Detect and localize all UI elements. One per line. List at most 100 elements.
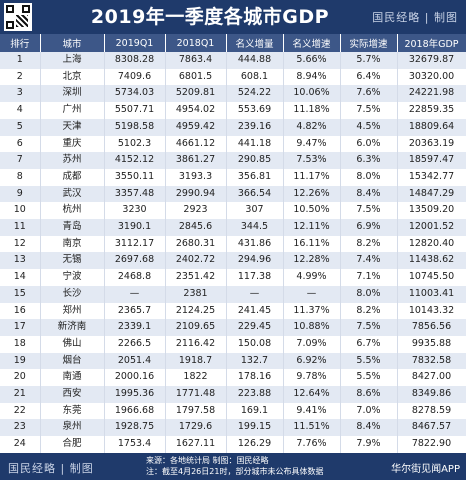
table-cell: 无锡 <box>40 252 105 270</box>
table-cell: 成都 <box>40 168 105 186</box>
app-badge: 华尔街见闻APP <box>391 464 460 475</box>
table-cell: 武汉 <box>40 185 105 203</box>
table-cell: 8308.28 <box>104 52 166 69</box>
gdp-table: 排行 城市 2019Q1 2018Q1 名义增量 名义增速 实际增速 2018年GDP 1 上海… <box>0 34 466 470</box>
table-cell: 22 <box>0 402 41 420</box>
table-cell: 10.06% <box>283 85 341 103</box>
table-cell: 5198.58 <box>104 118 166 136</box>
table-cell: 6.9% <box>340 219 398 236</box>
table-row: 8 成都 3550.11 3193.3 356.81 11.17% 8.0% 15342.77 <box>0 168 466 186</box>
table-cell: 8.6% <box>340 386 398 403</box>
table-header-row: 排行 城市 2019Q1 2018Q1 名义增量 名义增速 实际增速 2018年GDP <box>0 34 466 52</box>
table-cell: 2381 <box>165 285 227 303</box>
table-cell: 150.08 <box>226 335 284 353</box>
table-cell: 7.6% <box>340 85 398 103</box>
table-cell: 天津 <box>40 118 105 136</box>
table-cell: 14 <box>0 269 41 286</box>
table-cell: 杭州 <box>40 202 105 220</box>
table-cell: 8.0% <box>340 285 398 303</box>
table-cell: 8.4% <box>340 419 398 437</box>
table-cell: 7.76% <box>283 436 341 453</box>
table-cell: 6.7% <box>340 335 398 353</box>
table-cell: 8467.57 <box>397 419 466 437</box>
table-cell: 2116.42 <box>165 335 227 353</box>
table-cell: 7822.90 <box>397 436 466 453</box>
column-header: 排行 <box>0 34 41 52</box>
table-cell: 8.2% <box>340 235 398 253</box>
table-row: 20 南通 2000.16 1822 178.16 9.78% 5.5% 8427.00 <box>0 369 466 387</box>
table-cell: 2468.8 <box>104 269 166 286</box>
table-cell: 30320.00 <box>397 68 466 86</box>
table-cell: 8278.59 <box>397 402 466 420</box>
table-cell: 长沙 <box>40 285 105 303</box>
table-cell: 441.18 <box>226 135 284 153</box>
table-row: 5 天津 5198.58 4959.42 239.16 4.82% 4.5% 18809.64 <box>0 118 466 136</box>
table-cell: 2109.65 <box>165 319 227 336</box>
table-cell: 3190.1 <box>104 219 166 236</box>
table-cell: 9935.88 <box>397 335 466 353</box>
table-cell: 15 <box>0 285 41 303</box>
table-cell: 7.1% <box>340 269 398 286</box>
table-cell: 宁波 <box>40 269 105 286</box>
table-cell: 178.16 <box>226 369 284 387</box>
table-cell: 10745.50 <box>397 269 466 286</box>
table-body: 1 上海 8308.28 7863.4 444.88 5.66% 5.7% 32679.87 2… <box>0 52 466 470</box>
table-cell: 18597.47 <box>397 152 466 169</box>
table-cell: 5.7% <box>340 52 398 69</box>
table-cell: 229.45 <box>226 319 284 336</box>
table-cell: — <box>226 285 284 303</box>
table-cell: 1822 <box>165 369 227 387</box>
table-cell: — <box>104 285 166 303</box>
table-cell: 合肥 <box>40 436 105 453</box>
table-cell: 15342.77 <box>397 168 466 186</box>
table-cell: 5.5% <box>340 369 398 387</box>
table-cell: 126.29 <box>226 436 284 453</box>
table-cell: 4.99% <box>283 269 341 286</box>
table-cell: 2339.1 <box>104 319 166 336</box>
table-cell: 2124.25 <box>165 302 227 320</box>
table-cell: 307 <box>226 202 284 220</box>
table-cell: 1797.58 <box>165 402 227 420</box>
table-cell: 7409.6 <box>104 68 166 86</box>
table-cell: 8 <box>0 168 41 186</box>
table-cell: 20363.19 <box>397 135 466 153</box>
table-row: 22 东莞 1966.68 1797.58 169.1 9.41% 7.0% 8278.59 <box>0 402 466 420</box>
table-cell: 11.51% <box>283 419 341 437</box>
table-cell: 19 <box>0 352 41 370</box>
table-cell: 5209.81 <box>165 85 227 103</box>
table-cell: 2365.7 <box>104 302 166 320</box>
table-row: 21 西安 1995.36 1771.48 223.88 12.64% 8.6% 8349.8… <box>0 386 466 403</box>
table-cell: 青岛 <box>40 219 105 236</box>
table-cell: 1 <box>0 52 41 69</box>
table-cell: 5507.71 <box>104 102 166 119</box>
table-cell: 1918.7 <box>165 352 227 370</box>
table-row: 24 合肥 1753.4 1627.11 126.29 7.76% 7.9% 7822.90 <box>0 436 466 453</box>
table-cell: 7.5% <box>340 102 398 119</box>
table-cell: 佛山 <box>40 335 105 353</box>
table-cell: 199.15 <box>226 419 284 437</box>
table-row: 9 武汉 3357.48 2990.94 366.54 12.26% 8.4% 14847.2… <box>0 185 466 203</box>
table-cell: 608.1 <box>226 68 284 86</box>
table-cell: 9.78% <box>283 369 341 387</box>
table-cell: 8349.86 <box>397 386 466 403</box>
table-cell: 6.4% <box>340 68 398 86</box>
table-cell: 24221.98 <box>397 85 466 103</box>
table-row: 10 杭州 3230 2923 307 10.50% 7.5% 13509.20 <box>0 202 466 220</box>
table-cell: 12.26% <box>283 185 341 203</box>
title-bar: 2019年一季度各城市GDP 国民经略 | 制图 <box>0 0 466 34</box>
footer-bar: 国民经略 | 制图 来源：各地统计局 制图：国民经略 注：截至4月26日21时，… <box>0 453 466 480</box>
table-cell: 6.0% <box>340 135 398 153</box>
table-row: 23 泉州 1928.75 1729.6 199.15 11.51% 8.4% 8467.57 <box>0 419 466 437</box>
table-cell: 2051.4 <box>104 352 166 370</box>
table-cell: — <box>283 285 341 303</box>
table-cell: 241.45 <box>226 302 284 320</box>
table-row: 17 新济南 2339.1 2109.65 229.45 10.88% 7.5% 7856.5… <box>0 319 466 336</box>
table-cell: 16 <box>0 302 41 320</box>
table-cell: 11.17% <box>283 168 341 186</box>
table-cell: 3550.11 <box>104 168 166 186</box>
table-cell: 13509.20 <box>397 202 466 220</box>
table-cell: 239.16 <box>226 118 284 136</box>
page-title: 2019年一季度各城市GDP <box>90 6 330 28</box>
table-cell: 重庆 <box>40 135 105 153</box>
column-header: 名义增速 <box>283 34 341 52</box>
